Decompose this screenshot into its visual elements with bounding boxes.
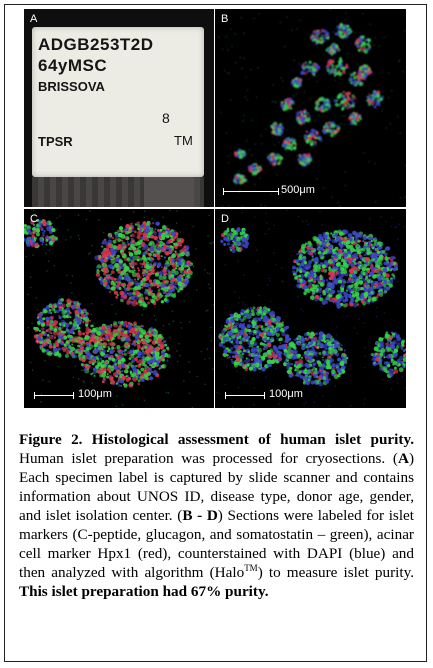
panel-letter-d: D xyxy=(221,213,229,225)
label-tpsr: TPSR xyxy=(38,134,73,149)
figure-caption: Figure 2. Histological assessment of hum… xyxy=(19,430,414,601)
scale-label-b: 500μm xyxy=(281,184,315,196)
caption-tm: TM xyxy=(244,562,258,573)
specimen-label-card: ADGB253T2D 64yMSC BRISSOVA 8 TPSR TM xyxy=(32,27,204,177)
scale-bar-b xyxy=(223,188,279,195)
panel-letter-a: A xyxy=(30,13,38,25)
label-number: 8 xyxy=(162,110,170,126)
caption-text-2: ) Each specimen label is captured by sli… xyxy=(19,450,414,524)
caption-text-1: Human islet preparation was processed fo… xyxy=(19,450,398,467)
panel-letter-c: C xyxy=(30,213,38,225)
micrograph-b xyxy=(218,9,406,207)
scale-bar-c xyxy=(34,392,74,399)
caption-text-4: ) to measure islet purity. xyxy=(257,564,414,581)
caption-ref-a: A xyxy=(397,450,409,467)
caption-purity: This islet preparation had 67% purity. xyxy=(19,583,269,600)
panel-c-islet-closeup: C 100μm xyxy=(24,209,214,408)
caption-title: Figure 2. Histological assessment of hum… xyxy=(19,431,414,448)
micrograph-c xyxy=(24,209,214,408)
label-center: BRISSOVA xyxy=(38,79,105,94)
caption-text-3: ) Sections were labeled for islet marker… xyxy=(19,507,414,581)
scale-label-c: 100μm xyxy=(78,388,112,400)
scale-label-d: 100μm xyxy=(269,388,303,400)
label-donor-info: 64yMSC xyxy=(38,56,108,75)
label-unos-id: ADGB253T2D xyxy=(38,35,154,54)
caption-ref-bd: B - D xyxy=(182,507,218,524)
slide-edge-shadow xyxy=(144,177,194,207)
panel-b-section-overview: B 500μm xyxy=(215,9,406,207)
panel-d-islet-closeup: D 100μm xyxy=(215,209,406,408)
label-tm: TM xyxy=(174,133,193,148)
panel-letter-b: B xyxy=(221,13,229,25)
scale-bar-d xyxy=(225,392,265,399)
micrograph-d xyxy=(215,209,406,408)
panel-a-slide-label-photo: A ADGB253T2D 64yMSC BRISSOVA 8 TPSR TM xyxy=(24,9,214,207)
